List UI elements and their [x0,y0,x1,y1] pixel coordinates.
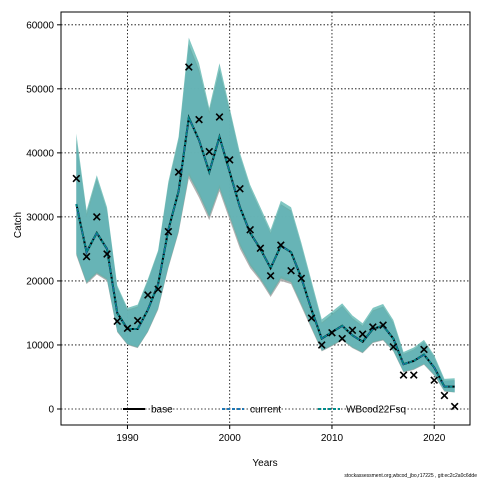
legend-label-current: current [250,405,281,416]
observed-point-2012 [348,326,357,335]
observed-point-1999 [215,113,224,121]
y-tick-label-40000: 40000 [26,148,54,159]
observed-point-2002 [246,225,255,234]
x-tick-label-2000: 2000 [219,433,242,444]
legend-label-base: base [151,405,173,416]
y-tick-label-0: 0 [48,404,54,415]
band-wbcod22fsq [76,37,455,393]
observed-point-1989 [113,317,122,326]
x-axis: 1990 2000 2010 2020 [116,425,446,444]
observed-point-2008 [307,314,316,322]
observed-point-2005 [276,241,285,249]
observed-point-2019 [420,345,428,354]
y-tick-label-60000: 60000 [26,20,54,31]
observed-point-2022 [450,402,459,411]
observed-point-1990 [123,324,132,333]
observed-point-2010 [328,328,336,337]
observed-point-2017 [399,371,408,379]
observed-point-2015 [379,321,387,329]
observed-point-1986 [82,252,91,261]
observed-point-1995 [174,168,183,176]
observed-point-2004 [266,271,275,280]
line-current [75,114,455,388]
x-tick-label-1990: 1990 [116,433,139,444]
observed-point-1997 [195,115,203,124]
observed-point-2007 [297,274,306,283]
observed-point-1987 [92,213,101,221]
y-tick-label-30000: 30000 [26,212,54,223]
x-axis-label: Years [252,458,277,469]
y-tick-label-50000: 50000 [26,84,54,95]
observed-point-2020 [430,376,439,385]
observed-point-1991 [133,316,142,325]
observed-point-2021 [440,391,449,400]
observed-point-1985 [72,174,81,183]
observed-point-2016 [389,343,398,351]
observed-point-1988 [103,250,111,258]
x-tick-label-2010: 2010 [321,433,344,444]
observed-points [72,63,459,411]
legend: base current WBcod22Fsq [123,405,406,416]
observed-point-2003 [256,244,265,253]
observed-point-2014 [368,323,377,331]
footnote: stockassessment.org,wbcod_jbo,r17225 , g… [344,473,477,479]
observed-point-1993 [154,285,163,294]
observed-point-1992 [144,291,152,299]
observed-point-2011 [338,334,347,343]
observed-point-2001 [236,184,244,193]
y-tick-label-20000: 20000 [26,276,54,287]
observed-point-2006 [287,266,295,275]
observed-point-2009 [317,341,326,349]
y-axis: 0 10000 20000 30000 40000 50000 60000 [26,20,61,415]
observed-point-1994 [164,227,173,236]
series-lines [75,114,455,388]
observed-point-2018 [409,371,418,379]
plot-frame [60,11,471,426]
observed-point-2000 [225,156,234,164]
observed-point-1998 [205,147,214,156]
y-tick-label-10000: 10000 [26,340,54,351]
observed-point-1996 [184,63,193,71]
line-wbcod22fsq [75,114,455,388]
legend-label-wbcod22fsq: WBcod22Fsq [346,405,406,416]
confidence-bands [76,37,455,393]
x-tick-label-2020: 2020 [423,433,446,444]
observed-point-2013 [358,330,367,338]
y-axis-label: Catch [13,212,24,238]
